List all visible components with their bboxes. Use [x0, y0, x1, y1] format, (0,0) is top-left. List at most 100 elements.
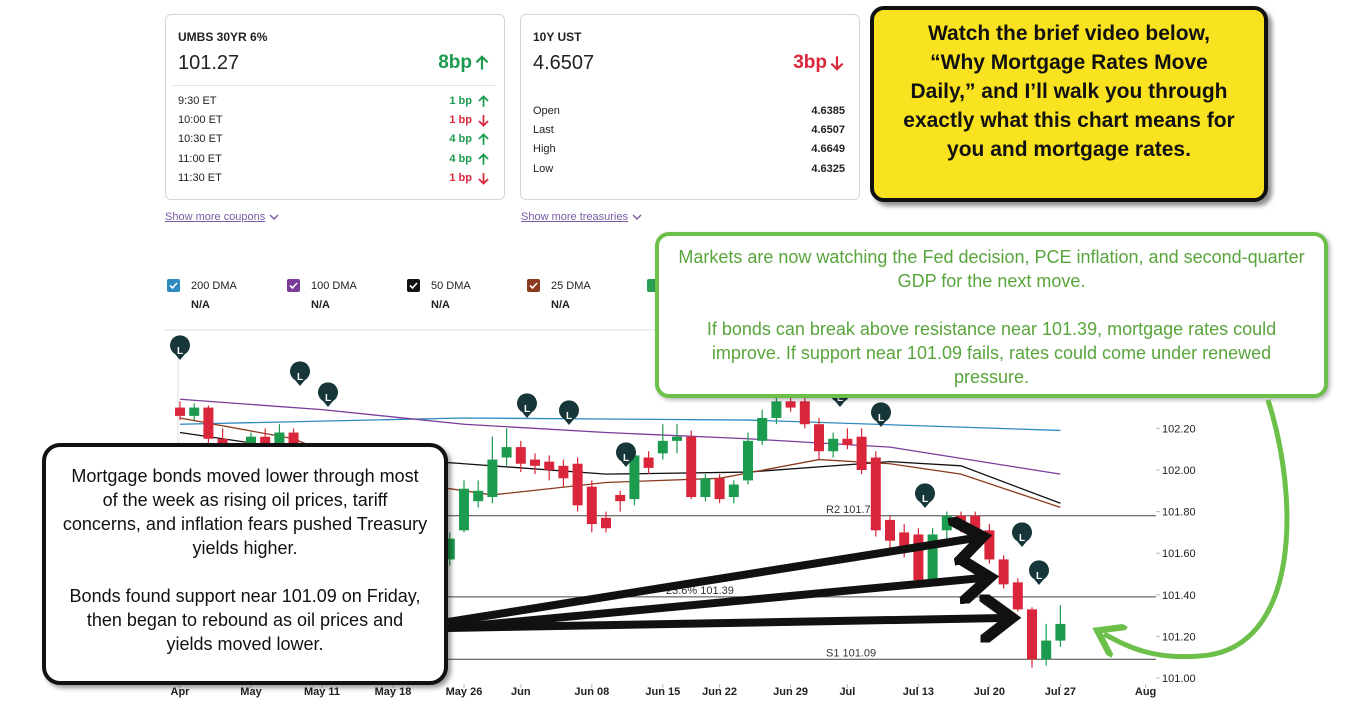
- legend-name: 50 DMA: [431, 280, 471, 292]
- news-marker-icon: L: [878, 413, 884, 424]
- news-marker-icon: L: [325, 393, 331, 404]
- candle-body: [743, 440, 753, 481]
- legend-name: 25 DMA: [551, 280, 591, 292]
- quote-card: 10Y UST 4.6507 3bp Open 4.6385 Last 4.6507 High…: [520, 14, 860, 200]
- candle-body: [799, 401, 810, 425]
- row-label: High: [533, 143, 556, 156]
- candle-body: [1027, 609, 1037, 660]
- candle-body: [459, 488, 469, 531]
- x-tick-label: Jun 29: [773, 686, 808, 698]
- card-change: 8bp: [438, 52, 472, 73]
- news-marker-icon: L: [297, 372, 303, 383]
- card-price: 101.27: [178, 52, 240, 74]
- card-title: UMBS 30YR 6%: [178, 30, 268, 44]
- x-tick-label: Jun 08: [574, 686, 609, 698]
- x-tick-label: Jul 27: [1045, 686, 1076, 698]
- x-tick-label: Jul 13: [903, 686, 934, 698]
- candle-body: [885, 519, 895, 541]
- x-tick-label: May 26: [446, 686, 483, 698]
- row-value: 4 bp: [449, 152, 472, 165]
- direction-icon: [478, 95, 489, 107]
- candle-body: [615, 494, 626, 502]
- candle-body: [203, 407, 214, 439]
- legend-checkbox: [167, 279, 180, 292]
- separator: [173, 85, 496, 86]
- legend-value: N/A: [311, 299, 330, 311]
- legend-value: N/A: [551, 299, 570, 311]
- x-tick-label: May 18: [375, 686, 412, 698]
- row-label: 10:00 ET: [178, 114, 223, 127]
- legend-name: 200 DMA: [191, 280, 237, 292]
- row-value: 4 bp: [449, 133, 472, 146]
- x-tick-label: Apr: [171, 686, 191, 698]
- x-tick-label: May: [240, 686, 262, 698]
- news-marker: [616, 442, 636, 467]
- check: [409, 282, 418, 290]
- candle-body: [473, 490, 484, 502]
- candle-body: [842, 438, 853, 446]
- news-marker: [517, 393, 538, 418]
- legend-value: N/A: [191, 299, 210, 311]
- y-tick-label: 101.80: [1162, 507, 1196, 519]
- candle-body: [175, 407, 185, 416]
- row-label: Low: [533, 162, 554, 175]
- show-more-link[interactable]: Show more coupons: [165, 211, 279, 223]
- news-marker: [1012, 522, 1032, 547]
- note-text: Mortgage bonds moved lower through most …: [62, 466, 428, 558]
- candle-body: [586, 486, 597, 525]
- candle-body: [530, 459, 540, 466]
- check: [289, 282, 298, 290]
- candle-body: [487, 459, 498, 498]
- check: [529, 282, 538, 290]
- news-marker: [559, 400, 579, 425]
- quote-card: UMBS 30YR 6% 101.27 8bp 9:30 ET 1 bp 10:00 ET…: [165, 14, 505, 200]
- direction-icon: [830, 56, 844, 71]
- legend-checkbox: [287, 279, 300, 292]
- news-marker: [1029, 560, 1049, 585]
- news-marker-icon: L: [1036, 571, 1042, 582]
- candle-body: [572, 463, 583, 506]
- row-value: 4.6649: [811, 143, 845, 156]
- note-text: Bonds found support near 101.09 on Frida…: [69, 586, 421, 654]
- news-marker-icon: L: [837, 393, 843, 404]
- moving-average-line: [179, 417, 1061, 432]
- news-marker-icon: L: [922, 494, 928, 505]
- chevron: [632, 214, 642, 221]
- direction-icon: [478, 115, 489, 128]
- candle-body: [686, 436, 697, 498]
- y-tick-label: 101.60: [1162, 548, 1196, 560]
- candle-body: [771, 401, 782, 418]
- news-marker-icon: L: [177, 346, 183, 357]
- candle-body: [870, 457, 881, 531]
- row-value: 4.6385: [811, 105, 845, 117]
- y-tick-label: 101.20: [1162, 631, 1196, 643]
- candle-body: [927, 534, 938, 581]
- note-text: Watch the brief video below, “Why Mortga…: [903, 22, 1235, 161]
- note-text: If bonds can break above resistance near…: [706, 319, 1277, 387]
- candle-body: [757, 417, 768, 441]
- news-marker: [290, 361, 310, 386]
- y-tick-label: 101.40: [1162, 590, 1196, 602]
- direction-icon: [475, 55, 489, 70]
- candle-body: [728, 484, 739, 498]
- row-label: 11:30 ET: [178, 171, 222, 184]
- row-value: 4.6325: [811, 162, 845, 175]
- x-tick-label: May 11: [304, 686, 340, 698]
- show-more-link[interactable]: Show more treasuries: [521, 211, 642, 223]
- level-label: R2 101.78: [826, 504, 877, 516]
- candle-body: [956, 515, 966, 525]
- x-tick-label: Jun: [511, 686, 531, 698]
- candle-body: [260, 436, 271, 446]
- row-value: 1 bp: [449, 171, 472, 184]
- candle-body: [1041, 640, 1052, 660]
- candle-body: [984, 530, 995, 560]
- candle-body: [828, 438, 839, 452]
- check: [169, 282, 178, 290]
- candle-body: [672, 436, 682, 441]
- news-marker-icon: L: [524, 404, 530, 415]
- bond-note: Mortgage bonds moved lower through most …: [42, 443, 448, 685]
- candle-body: [515, 447, 526, 464]
- legend-value: N/A: [431, 299, 450, 311]
- x-tick-label: Jul: [839, 686, 855, 698]
